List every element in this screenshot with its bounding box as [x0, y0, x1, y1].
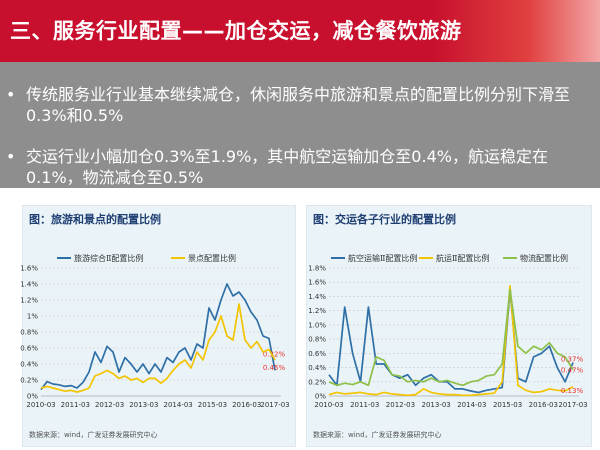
x-tick-label: 2014-03 — [457, 401, 486, 409]
bullet-item: • 传统服务业行业基本继续减仓，休闲服务中旅游和景点的配置比例分别下滑至0.3%… — [6, 84, 594, 126]
legend-label: 航运Ⅱ配置比例 — [436, 253, 489, 263]
y-tick-label: 1.2% — [20, 297, 38, 305]
x-tick-label: 2013-03 — [422, 401, 451, 409]
legend-label: 景点配置比例 — [188, 253, 236, 263]
x-tick-label: 2016-03 — [232, 401, 261, 409]
series-line — [40, 303, 276, 393]
y-tick-label: 1% — [27, 313, 38, 321]
title-bar: 三、服务行业配置——加仓交运，减仓餐饮旅游 — [0, 0, 600, 62]
bullet-band: • 传统服务业行业基本继续减仓，休闲服务中旅游和景点的配置比例分别下滑至0.3%… — [0, 62, 600, 188]
x-tick-label: 2010-03 — [314, 401, 343, 409]
y-tick-label: 0.6% — [20, 345, 38, 353]
bullet-text: 传统服务业行业基本继续减仓，休闲服务中旅游和景点的配置比例分别下滑至0.3%和0… — [26, 85, 571, 125]
tourism-line-chart: 0% 0.2% 0.4% 0.6% 0.8% 1% 1.2% 1.4% 1.6% 2010-03 2… — [20, 253, 289, 409]
y-tick-label: 1.6% — [308, 279, 326, 287]
y-tick-label: 1.6% — [20, 265, 38, 273]
legend-label: 旅游综合Ⅱ配置比例 — [74, 253, 143, 263]
series-end-label: 0.13% — [561, 387, 584, 395]
panel-source: 数据来源：wind，广发证券发展研究中心 — [29, 431, 158, 439]
series-end-label: 0.32% — [263, 350, 286, 358]
bullet-text: 交运行业小幅加仓0.3%至1.9%，其中航空运输加仓至0.4%，航运稳定在0.1… — [26, 147, 548, 187]
series-end-label: 0.45% — [263, 364, 286, 372]
series-end-label: 0.47% — [561, 367, 584, 375]
x-tick-label: 2010-03 — [26, 401, 55, 409]
y-tick-label: 0.2% — [20, 377, 38, 385]
y-tick-label: 0.8% — [308, 336, 326, 344]
y-tick-label: 0% — [315, 393, 326, 401]
x-tick-label: 2016-03 — [529, 401, 558, 409]
y-tick-label: 0.8% — [20, 329, 38, 337]
bullet-item: • 交运行业小幅加仓0.3%至1.9%，其中航空运输加仓至0.4%，航运稳定在0… — [6, 146, 594, 188]
series-line — [328, 284, 574, 397]
y-tick-label: 0.6% — [308, 350, 326, 358]
transport-line-chart: 0% 0.2% 0.4% 0.6% 0.8% 1.0% 1.2% 1.4% 1.6% 1.8% 20… — [308, 253, 587, 409]
y-tick-label: 0.4% — [20, 361, 38, 369]
panel-title: 图：旅游和景点的配置比例 — [29, 213, 161, 226]
y-tick-label: 0.2% — [308, 378, 326, 386]
x-tick-label: 2011-03 — [350, 401, 379, 409]
panel-source: 数据来源：wind，广发证券发展研究中心 — [313, 431, 442, 439]
y-tick-label: 1.4% — [308, 293, 326, 301]
x-tick-label: 2012-03 — [386, 401, 415, 409]
x-tick-label: 2014-03 — [164, 401, 193, 409]
y-tick-label: 0.4% — [308, 364, 326, 372]
bullet-marker: • — [6, 147, 16, 166]
x-tick-label: 2012-03 — [95, 401, 124, 409]
chart-panel-transport: 图：交运各子行业的配置比例 0% 0.2% 0.4% 0.6% 0.8% 1.0% 1.2%… — [306, 205, 592, 447]
legend-label: 航空运输Ⅱ配置比例 — [348, 253, 417, 263]
x-tick-label: 2013-03 — [129, 401, 158, 409]
series-line — [328, 288, 574, 394]
x-tick-label: 2017-03 — [260, 401, 289, 409]
x-tick-label: 2017-03 — [558, 401, 587, 409]
series-end-label: 0.37% — [561, 356, 584, 364]
series-line — [328, 288, 574, 387]
panel-title: 图：交运各子行业的配置比例 — [313, 213, 456, 226]
y-tick-label: 1.0% — [308, 321, 326, 329]
x-tick-label: 2015-03 — [493, 401, 522, 409]
x-tick-label: 2011-03 — [61, 401, 90, 409]
x-tick-label: 2015-03 — [198, 401, 227, 409]
slide-title: 三、服务行业配置——加仓交运，减仓餐饮旅游 — [10, 19, 462, 43]
series-line — [40, 283, 276, 391]
y-tick-label: 1.2% — [308, 307, 326, 315]
y-tick-label: 1.8% — [308, 265, 326, 273]
y-tick-label: 1.4% — [20, 281, 38, 289]
bullet-marker: • — [6, 85, 16, 104]
legend-label: 物流配置比例 — [520, 253, 568, 263]
chart-panel-tourism: 图：旅游和景点的配置比例 0% 0.2% 0.4% 0.6% 0.8% 1% 1.2% 1.4… — [20, 205, 296, 447]
y-tick-label: 0% — [27, 393, 38, 401]
